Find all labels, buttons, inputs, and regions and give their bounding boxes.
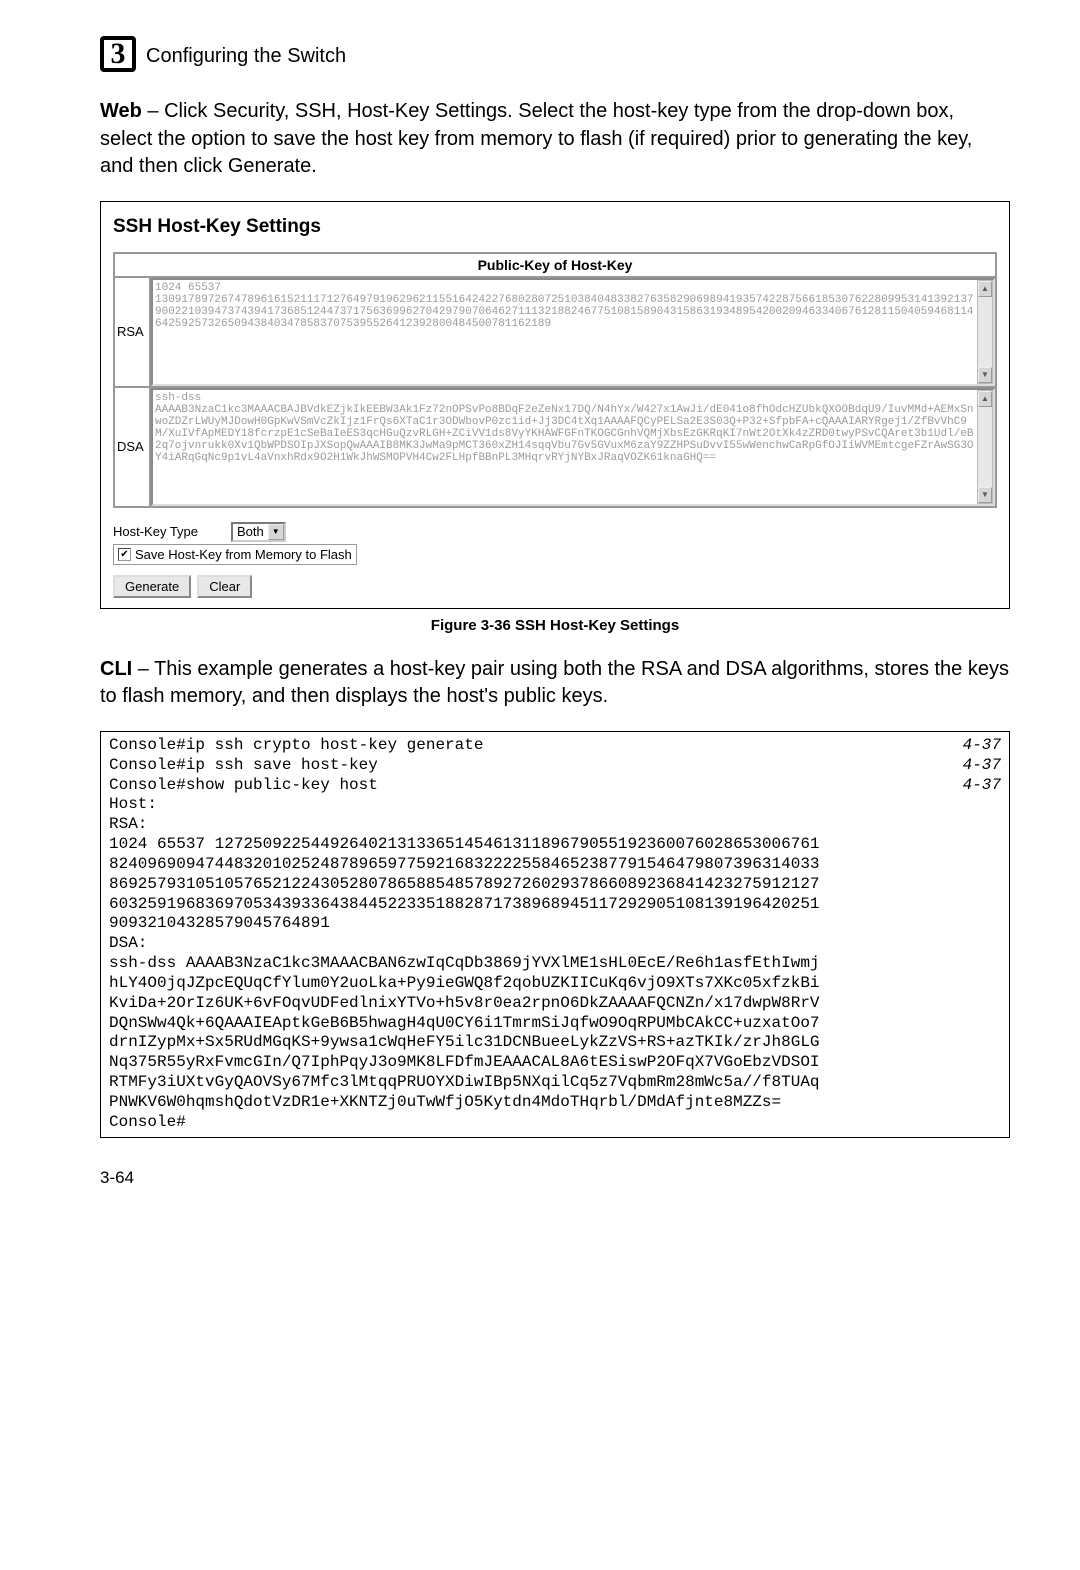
code-text: RSA: xyxy=(109,815,147,835)
code-line: Console#ip ssh crypto host-key generate 4… xyxy=(109,736,1001,756)
public-key-table: Public-Key of Host-Key RSA 1024 65537 13… xyxy=(113,252,997,508)
chapter-number: 3 xyxy=(111,37,126,71)
code-text: RTMFy3iUXtvGyQAOVSy67Mfc3lMtqqPRUOYXDiwI… xyxy=(109,1073,820,1093)
dsa-label: DSA xyxy=(114,387,150,507)
code-text: Nq375R55yRxFvmcGIn/Q7IphPqyJ3o9MK8LFDfmJ… xyxy=(109,1053,820,1073)
save-checkbox[interactable]: ✔ xyxy=(118,548,131,561)
code-line: Console#ip ssh save host-key 4-37 xyxy=(109,756,1001,776)
code-line: ssh-dss AAAAB3NzaC1kc3MAAACBAN6zwIqCqDb3… xyxy=(109,954,1001,974)
code-text: 8240969094744832010252487896597759216832… xyxy=(109,855,820,875)
clear-button[interactable]: Clear xyxy=(197,575,252,598)
screenshot-title: SSH Host-Key Settings xyxy=(113,216,997,238)
code-line: Host: xyxy=(109,795,1001,815)
code-reference: 4-37 xyxy=(963,776,1001,796)
code-line: 6032591968369705343933643844522335188287… xyxy=(109,895,1001,915)
code-line: 90932104328579045764891 xyxy=(109,914,1001,934)
scroll-down-icon[interactable]: ▼ xyxy=(978,487,992,503)
code-text: DQnSWw4Qk+6QAAAIEAptkGeB6B5hwagH4qU0CY6i… xyxy=(109,1014,820,1034)
code-line: 1024 65537 12725092254492640213133651454… xyxy=(109,835,1001,855)
code-text: KviDa+2OrIz6UK+6vFOqvUDFedlnixYTVo+h5v8r… xyxy=(109,994,820,1014)
cli-intro-paragraph: CLI – This example generates a host-key … xyxy=(100,656,1010,711)
save-checkbox-label: Save Host-Key from Memory to Flash xyxy=(135,547,352,562)
code-text: ssh-dss AAAAB3NzaC1kc3MAAACBAN6zwIqCqDb3… xyxy=(109,954,820,974)
code-text: PNWKV6W0hqmshQdotVzDR1e+XKNTZj0uTwWfjO5K… xyxy=(109,1093,781,1113)
code-reference: 4-37 xyxy=(963,736,1001,756)
code-line: DSA: xyxy=(109,934,1001,954)
chapter-header: 3 Configuring the Switch xyxy=(100,38,1010,74)
scroll-up-icon[interactable]: ▲ xyxy=(978,281,992,297)
code-line: drnIZypMx+Sx5RUdMGqKS+9ywsa1cWqHeFY5ilc3… xyxy=(109,1033,1001,1053)
ssh-settings-screenshot: SSH Host-Key Settings Public-Key of Host… xyxy=(100,201,1010,609)
controls-section: Host-Key Type Both ▼ ✔ Save Host-Key fro… xyxy=(113,522,997,598)
code-line: Nq375R55yRxFvmcGIn/Q7IphPqyJ3o9MK8LFDfmJ… xyxy=(109,1053,1001,1073)
chevron-down-icon[interactable]: ▼ xyxy=(268,524,284,540)
figure-caption: Figure 3-36 SSH Host-Key Settings xyxy=(100,617,1010,634)
generate-button[interactable]: Generate xyxy=(113,575,191,598)
code-text: DSA: xyxy=(109,934,147,954)
code-line: Console# xyxy=(109,1113,1001,1133)
dsa-key-textarea[interactable]: ssh-dss AAAAB3NzaC1kc3MAAACBAJBVdkEZjkIk… xyxy=(151,388,995,506)
code-line: 8240969094744832010252487896597759216832… xyxy=(109,855,1001,875)
web-intro-paragraph: Web – Click Security, SSH, Host-Key Sett… xyxy=(100,98,1010,181)
cli-label: CLI xyxy=(100,658,132,680)
table-header: Public-Key of Host-Key xyxy=(114,253,996,277)
console-output: Console#ip ssh crypto host-key generate 4… xyxy=(100,731,1010,1138)
code-line: RSA: xyxy=(109,815,1001,835)
code-text: Console#ip ssh crypto host-key generate xyxy=(109,736,483,756)
code-text: Console#ip ssh save host-key xyxy=(109,756,378,776)
code-line: hLY4O0jqJZpcEQUqCfYlum0Y2uoLka+Py9ieGWQ8… xyxy=(109,974,1001,994)
host-key-type-value: Both xyxy=(233,524,268,539)
code-text: Console#show public-key host xyxy=(109,776,378,796)
dsa-scrollbar[interactable]: ▲ ▼ xyxy=(977,390,993,504)
host-key-type-label: Host-Key Type xyxy=(113,524,223,539)
code-text: 90932104328579045764891 xyxy=(109,914,330,934)
code-text: drnIZypMx+Sx5RUdMGqKS+9ywsa1cWqHeFY5ilc3… xyxy=(109,1033,820,1053)
code-text: 6032591968369705343933643844522335188287… xyxy=(109,895,820,915)
web-label: Web xyxy=(100,100,142,122)
code-text: Host: xyxy=(109,795,157,815)
code-line: 8692579310510576521224305280786588548578… xyxy=(109,875,1001,895)
code-text: 8692579310510576521224305280786588548578… xyxy=(109,875,820,895)
rsa-key-textarea[interactable]: 1024 65537 13091789726747896161521117127… xyxy=(151,278,995,386)
rsa-label: RSA xyxy=(114,277,150,387)
rsa-scrollbar[interactable]: ▲ ▼ xyxy=(977,280,993,384)
scroll-down-icon[interactable]: ▼ xyxy=(978,367,992,383)
web-intro-text: – Click Security, SSH, Host-Key Settings… xyxy=(100,100,972,177)
code-line: DQnSWw4Qk+6QAAAIEAptkGeB6B5hwagH4qU0CY6i… xyxy=(109,1014,1001,1034)
code-line: PNWKV6W0hqmshQdotVzDR1e+XKNTZj0uTwWfjO5K… xyxy=(109,1093,1001,1113)
page-number: 3-64 xyxy=(100,1168,1010,1188)
scroll-up-icon[interactable]: ▲ xyxy=(978,391,992,407)
cli-intro-text: – This example generates a host-key pair… xyxy=(100,658,1009,708)
code-line: KviDa+2OrIz6UK+6vFOqvUDFedlnixYTVo+h5v8r… xyxy=(109,994,1001,1014)
code-text: hLY4O0jqJZpcEQUqCfYlum0Y2uoLka+Py9ieGWQ8… xyxy=(109,974,820,994)
chapter-title: Configuring the Switch xyxy=(146,45,346,68)
code-text: Console# xyxy=(109,1113,186,1133)
host-key-type-select[interactable]: Both ▼ xyxy=(231,522,286,542)
code-line: RTMFy3iUXtvGyQAOVSy67Mfc3lMtqqPRUOYXDiwI… xyxy=(109,1073,1001,1093)
code-text: 1024 65537 12725092254492640213133651454… xyxy=(109,835,820,855)
code-line: Console#show public-key host 4-37 xyxy=(109,776,1001,796)
code-reference: 4-37 xyxy=(963,756,1001,776)
chapter-icon: 3 xyxy=(100,36,136,72)
save-to-flash-row[interactable]: ✔ Save Host-Key from Memory to Flash xyxy=(113,544,357,565)
